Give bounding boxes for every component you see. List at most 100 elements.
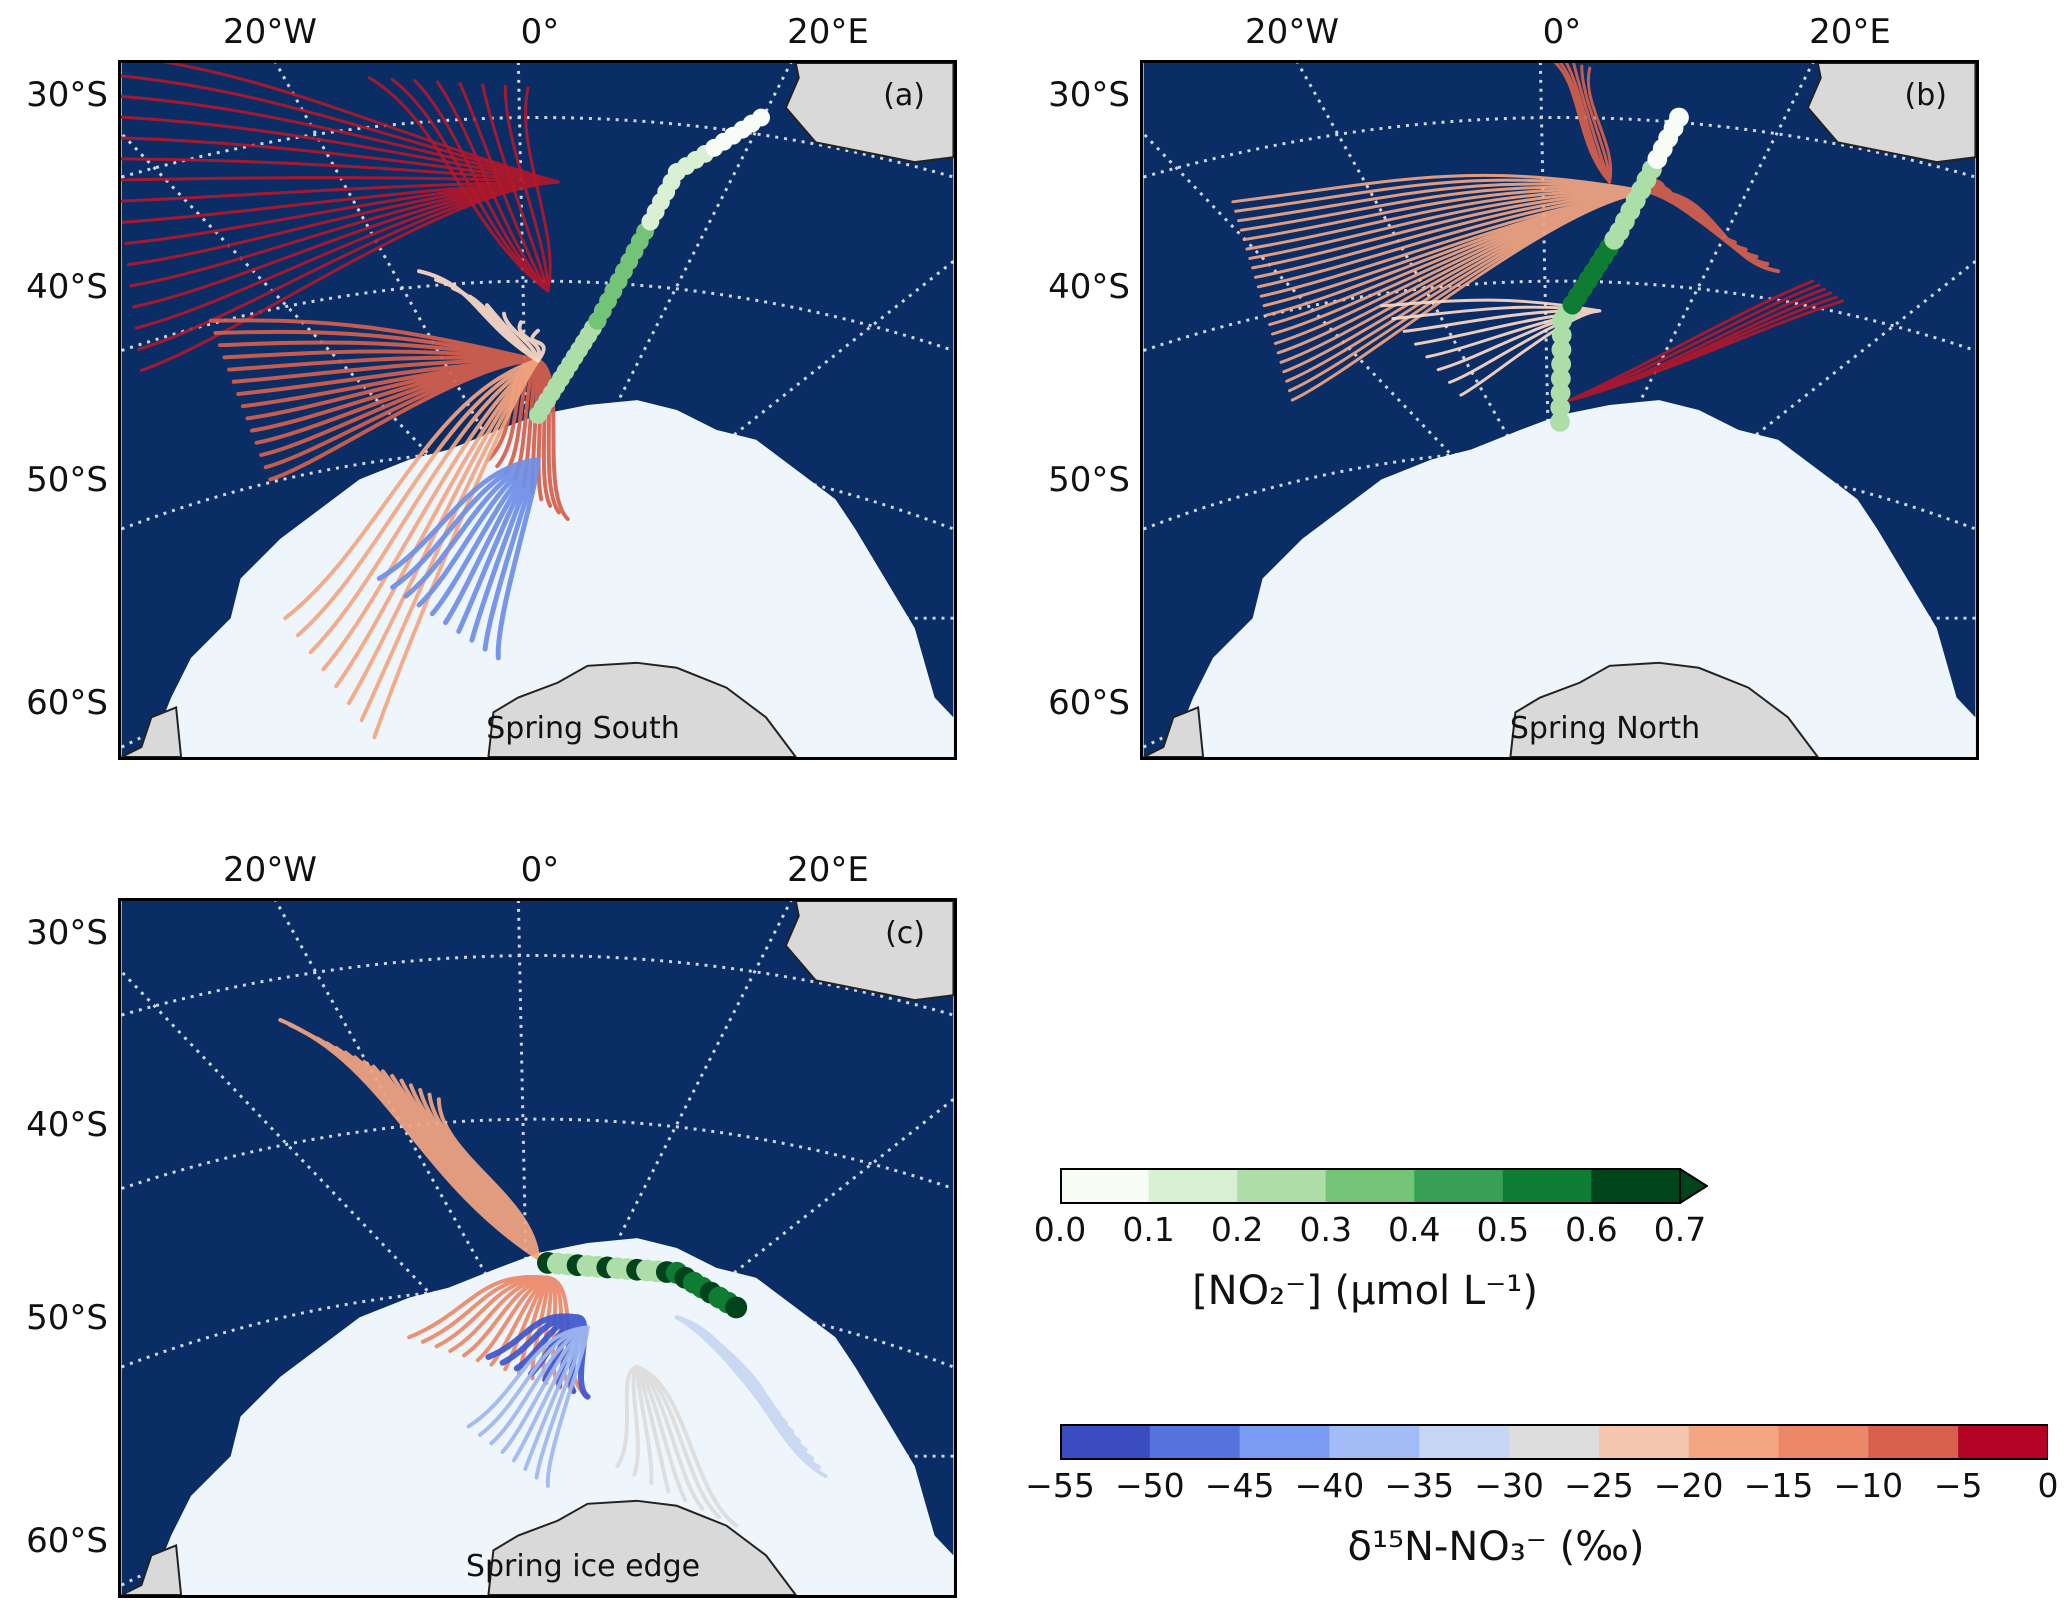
trajectory xyxy=(121,136,560,184)
latitude-line xyxy=(121,116,954,179)
africa-coast xyxy=(784,901,954,1002)
lat-label-50s: 50°S xyxy=(26,460,108,500)
longitude-line xyxy=(546,63,793,540)
lat-label-40s: 40°S xyxy=(1048,267,1130,307)
latitude-line xyxy=(121,954,954,1017)
station-marker xyxy=(725,1296,748,1319)
lat-label-60s: 60°S xyxy=(1048,683,1130,723)
colorbar-segment xyxy=(1868,1425,1959,1459)
lon-label-0: 0° xyxy=(520,12,560,52)
sea-ice xyxy=(121,400,954,757)
africa-coast xyxy=(1806,63,1976,164)
trajectory xyxy=(477,1325,590,1437)
colorbar-segment xyxy=(1509,1425,1600,1459)
trajectory xyxy=(427,1092,540,1260)
sea-ice xyxy=(1143,400,1976,757)
trajectory-bundle xyxy=(466,1325,590,1488)
trajectory xyxy=(390,77,550,293)
antarctic-coast xyxy=(1509,661,1820,757)
trajectory xyxy=(517,320,542,363)
trajectory xyxy=(418,1087,540,1260)
trajectory-bundle xyxy=(1643,178,1781,274)
map-panel-c: 20°W 0° 20°E 30°S 40°S 50°S 60°S (c) Spr… xyxy=(26,850,957,1598)
trajectory xyxy=(295,358,540,638)
trajectory xyxy=(213,329,540,363)
longitude-line xyxy=(274,901,540,1368)
nitrite-colorbar: 0.0 0.1 0.2 0.3 0.4 0.5 0.6 0.7 [NO₂⁻] (µmol L⁻… xyxy=(1034,1167,1709,1314)
colorbar-outline xyxy=(1060,1168,1681,1204)
trajectory xyxy=(408,1083,540,1260)
trajectory xyxy=(635,1364,671,1494)
trajectory xyxy=(231,358,540,384)
colorbar-tick-label: 0.0 xyxy=(1033,1210,1087,1249)
trajectory xyxy=(367,76,550,293)
colorbar-tick-label: −10 xyxy=(1833,1466,1904,1505)
panel-letter: (c) xyxy=(885,916,925,951)
trajectory-bundle xyxy=(1380,298,1602,397)
colorbar-segment xyxy=(1060,1169,1150,1203)
longitude-line xyxy=(274,63,540,530)
colorbar-segment xyxy=(1598,1425,1690,1459)
trajectory xyxy=(1568,299,1845,402)
trajectory xyxy=(1459,309,1602,397)
station-marker xyxy=(1551,354,1572,375)
colorbar-segment xyxy=(1148,1169,1238,1203)
latitude-line xyxy=(121,1117,954,1190)
lon-label-20w: 20°W xyxy=(1245,12,1339,52)
trajectory-bundle xyxy=(121,63,560,372)
trajectory-bundle xyxy=(674,1315,828,1479)
lon-label-0: 0° xyxy=(1542,12,1582,52)
colorbar-segment xyxy=(1149,1425,1241,1459)
colorbar-segment xyxy=(1958,1425,2049,1459)
colorbar-tick-label: −45 xyxy=(1204,1466,1275,1505)
nitrite-colorbar-ticks: 0.0 0.1 0.2 0.3 0.4 0.5 0.6 0.7 xyxy=(1034,1168,1708,1249)
trajectory xyxy=(631,1364,640,1477)
longitude-line xyxy=(1296,63,1562,530)
trajectory xyxy=(530,328,546,363)
colorbar-segment xyxy=(1778,1425,1869,1459)
trajectory xyxy=(1245,189,1651,251)
region-label: Spring North xyxy=(1509,711,1701,746)
trajectory xyxy=(489,1275,550,1367)
colorbar-tick-label: −40 xyxy=(1294,1466,1365,1505)
trajectory xyxy=(162,63,560,184)
trajectory-bundle xyxy=(208,318,540,482)
lat-label-50s: 50°S xyxy=(26,1298,108,1338)
lon-label-0: 0° xyxy=(520,850,560,890)
lon-label-20w: 20°W xyxy=(223,850,317,890)
ship-track-nitrite xyxy=(529,108,770,424)
colorbar-segment xyxy=(1060,1425,1151,1459)
trajectory xyxy=(121,180,560,203)
trajectory xyxy=(635,1364,688,1503)
colorbar-tick-label: 0.6 xyxy=(1565,1210,1618,1249)
trajectory xyxy=(475,1275,550,1363)
longitude-line xyxy=(1143,130,1571,580)
map-panel-b: 20°W 0° 20°E 30°S 40°S 50°S 60°S (b) Spr… xyxy=(1048,12,1979,760)
trajectory xyxy=(121,115,560,184)
colorbar-tick-label: −55 xyxy=(1025,1466,1095,1505)
trajectory xyxy=(1572,63,1612,184)
map-panel-a: 20°W 0° 20°E 30°S 40°S 50°S 60°S (a) Spr… xyxy=(26,12,957,760)
trajectory xyxy=(121,74,560,184)
trajectory xyxy=(1586,66,1613,184)
lat-label-50s: 50°S xyxy=(1048,460,1130,500)
trajectory xyxy=(436,1097,540,1260)
region-label: Spring ice edge xyxy=(465,1549,701,1584)
lat-label-30s: 30°S xyxy=(26,75,108,115)
map-a xyxy=(118,60,957,760)
station-marker xyxy=(1550,397,1571,418)
trajectory xyxy=(413,79,550,293)
colorbar-segment xyxy=(1688,1425,1780,1459)
station-marker xyxy=(1550,368,1571,389)
lat-label-30s: 30°S xyxy=(1048,75,1130,115)
lat-label-60s: 60°S xyxy=(26,1521,108,1561)
lon-label-20e: 20°E xyxy=(787,12,869,52)
trajectory xyxy=(635,1364,654,1486)
longitude-line xyxy=(121,968,549,1418)
latitude-line xyxy=(121,448,954,531)
colorbar-tick-label: 0.1 xyxy=(1122,1210,1175,1249)
trajectory xyxy=(615,1364,640,1469)
trajectory-bundle xyxy=(1231,173,1651,402)
trajectory xyxy=(399,1078,540,1260)
trajectory xyxy=(1234,178,1651,213)
